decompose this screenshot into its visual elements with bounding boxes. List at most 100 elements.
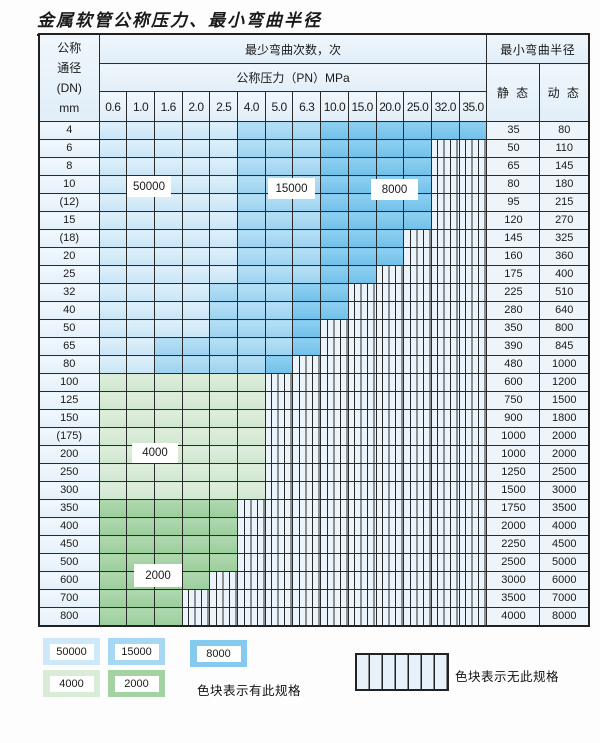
zone-cell-none [320,499,349,518]
zone-cell-none [264,499,294,518]
dn-cell: 15 [38,211,100,230]
zone-cell-z15 [237,283,266,302]
zone-cell-none [403,463,432,482]
zone-cell-z15 [264,121,294,140]
zone-cell-g4 [237,463,266,482]
dynamic-value-cell: 8000 [539,607,590,627]
zone-cell-g4 [209,463,239,482]
legend-swatch-15000: 15000 [108,638,165,665]
zone-cell-none [403,481,432,500]
dynamic-value-cell: 180 [539,175,590,194]
dn-cell: 50 [38,319,100,338]
zone-cell-g2 [98,499,128,518]
zone-cell-g4 [209,427,239,446]
zone-cell-z8 [347,265,377,284]
static-value-cell: 280 [486,301,541,320]
zone-cell-none [458,445,488,464]
legend-swatch-label: 8000 [196,645,241,662]
zone-cell-z50 [181,121,211,140]
dn-cell: 500 [38,553,100,572]
zone-cell-none [237,571,266,590]
zone-cell-z8 [458,121,488,140]
zone-cell-none [264,445,294,464]
zone-cell-z50 [209,121,239,140]
zone-cell-none [375,355,405,374]
pressure-bend-table: 公称 通径 (DN) mm 最少弯曲次数，次 最小弯曲半径 公称压力（PN）MP… [38,33,590,627]
zone-cell-z50 [181,193,211,212]
header-row-2: 公称压力（PN）MPa 静 态 动 态 [39,63,590,122]
zone-cell-none [458,409,488,428]
static-value-cell: 750 [486,391,541,410]
zone-cell-z50 [153,319,183,338]
zone-cell-z15 [292,265,322,284]
zone-cell-none [347,607,377,627]
zone-cell-none [458,301,488,320]
dn-cell: 65 [38,337,100,356]
zone-cell-g2 [98,607,128,627]
table-body: 4 35 80 6 50 110 8 65 145 10 80 180 (12) 95 215 15 120 27… [38,121,590,627]
static-value-cell: 1000 [486,445,541,464]
zone-cell-none [430,265,460,284]
zone-cell-z8 [430,121,460,140]
zone-cell-z15 [153,355,183,374]
dynamic-value-cell: 80 [539,121,590,140]
zone-cell-none [458,139,488,158]
table-row: 25 175 400 [38,265,590,284]
dn-cell: 350 [38,499,100,518]
zone-cell-none [403,283,432,302]
zone-cell-g4 [153,391,183,410]
zone-cell-z50 [126,229,155,248]
zone-cell-z50 [126,355,155,374]
zone-cell-z50 [126,211,155,230]
zone-cell-g2 [209,517,239,536]
zone-cell-z8 [375,247,405,266]
zone-cell-z50 [126,157,155,176]
zone-cell-none [403,517,432,536]
zone-cell-none [347,319,377,338]
page-title: 金属软管公称压力、最小弯曲半径 [37,6,326,36]
zone-cell-z50 [98,211,128,230]
static-value-cell: 4000 [486,607,541,627]
zone-cell-none [292,409,322,428]
zone-cell-g2 [126,517,155,536]
zone-cell-g2 [181,571,211,590]
zone-cell-none [181,607,211,627]
pressure-value-header: 1.0 [126,91,155,122]
dynamic-value-cell: 7000 [539,589,590,608]
zone-cell-none [320,481,349,500]
zone-cell-none [375,571,405,590]
zone-cell-none [375,373,405,392]
zone-cell-z15 [237,193,266,212]
zone-cell-none [264,607,294,627]
zone-cell-none [375,607,405,627]
zone-cell-z8 [320,139,349,158]
dynamic-value-cell: 1500 [539,391,590,410]
dn-cell: 80 [38,355,100,374]
table-row: 500 2500 5000 [38,553,590,572]
zone-cell-none [237,553,266,572]
zone-cell-z50 [126,301,155,320]
zone-cell-none [347,517,377,536]
zone-cell-g4 [98,427,128,446]
zone-cell-z50 [209,193,239,212]
pressure-value-header: 2.5 [209,91,239,122]
zone-cell-none [320,607,349,627]
zone-cell-none [347,373,377,392]
zone-cell-g2 [153,517,183,536]
nominal-pressure-header: 公称压力（PN）MPa [98,63,488,92]
dynamic-value-cell: 325 [539,229,590,248]
table-row: (175) 1000 2000 [38,427,590,446]
static-value-cell: 2000 [486,517,541,536]
zone-cell-z15 [237,121,266,140]
zone-cell-none [320,589,349,608]
dn-cell: 8 [38,157,100,176]
zone-cell-none [375,265,405,284]
zone-cell-z50 [209,139,239,158]
zone-cell-g2 [153,535,183,554]
zone-cell-none [292,355,322,374]
zone-cell-none [403,409,432,428]
static-value-cell: 80 [486,175,541,194]
zone-cell-none [347,427,377,446]
zone-cell-none [403,229,432,248]
zone-cell-none [430,337,460,356]
